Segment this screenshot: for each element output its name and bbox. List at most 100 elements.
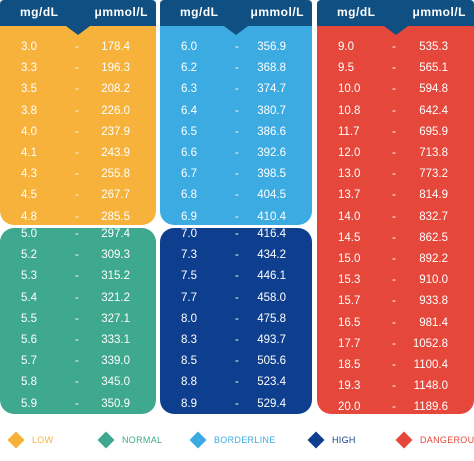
mgdl-value: 11.7: [338, 125, 360, 138]
mgdl-value: 6.3: [181, 83, 197, 96]
mgdl-value: 5.5: [21, 312, 37, 325]
separator-dash: -: [235, 41, 239, 53]
range-block-dangerous: [317, 26, 474, 414]
umol-value: 1148.0: [413, 380, 448, 393]
separator-dash: -: [235, 376, 239, 389]
umol-value: 196.3: [101, 62, 130, 75]
umol-value: 243.9: [101, 147, 130, 159]
table-row: 5.4 - 321.2: [0, 291, 156, 309]
diamond-icon: [97, 431, 115, 449]
table-row: 4.1 - 243.9: [0, 146, 156, 164]
mgdl-value: 5.7: [21, 355, 37, 368]
table-row: 10.8 - 642.4: [317, 104, 474, 122]
table-row: 3.8 - 226.0: [0, 104, 156, 122]
header-notch: [66, 26, 90, 35]
separator-dash: -: [235, 270, 239, 283]
umol-value: 493.7: [257, 334, 286, 346]
mgdl-value: 14.0: [338, 210, 361, 223]
separator-dash: -: [392, 231, 396, 244]
header-notch: [383, 26, 408, 35]
separator-dash: -: [392, 83, 396, 96]
table-row: 6.0 - 356.9: [160, 40, 312, 58]
umol-value: 356.9: [257, 41, 286, 53]
mgdl-value: 5.9: [21, 397, 37, 410]
mgdl-value: 6.6: [181, 147, 197, 159]
separator-dash: -: [392, 337, 396, 350]
separator-dash: -: [75, 334, 79, 346]
mgdl-value: 5.2: [21, 249, 37, 262]
separator-dash: -: [392, 125, 396, 138]
mgdl-value: 3.0: [21, 41, 37, 53]
mgdl-value: 6.7: [181, 168, 197, 181]
range-block-normal: [0, 228, 156, 414]
umol-value: 892.2: [419, 253, 448, 265]
separator-dash: -: [235, 62, 239, 75]
separator-dash: -: [235, 83, 239, 96]
table-row: 15.0 - 892.2: [317, 252, 474, 270]
mgdl-value: 5.4: [21, 291, 37, 304]
table-row: 13.7 - 814.9: [317, 188, 474, 206]
table-row: 14.0 - 832.7: [317, 210, 474, 228]
table-row: 9.0 - 535.3: [317, 40, 474, 58]
separator-dash: -: [392, 210, 396, 223]
separator-dash: -: [75, 312, 79, 325]
separator-dash: -: [392, 104, 396, 117]
table-row: 4.3 - 255.8: [0, 167, 156, 185]
table-row: 18.5 - 1100.4: [317, 358, 474, 376]
table-row: 5.7 - 339.0: [0, 354, 156, 372]
umol-value: 523.4: [257, 376, 286, 389]
mgdl-value: 4.0: [21, 125, 37, 138]
umol-value: 178.4: [101, 41, 130, 53]
table-row: 4.0 - 237.9: [0, 125, 156, 143]
umol-value: 386.6: [257, 125, 286, 138]
mgdl-value: 17.7: [338, 337, 361, 350]
mgdl-value: 8.5: [181, 355, 197, 368]
legend-label: BORDERLINE: [214, 435, 276, 445]
umol-value: 315.2: [101, 270, 130, 283]
mgdl-value: 6.2: [181, 62, 197, 75]
legend: LOW NORMAL BORDERLINE HIGH DANGEROUS: [0, 431, 474, 454]
separator-dash: -: [75, 189, 79, 202]
mgdl-value: 15.7: [338, 295, 361, 308]
mgdl-value: 7.5: [181, 270, 197, 283]
mgdl-value: 3.5: [21, 83, 37, 96]
umol-value: 321.2: [101, 291, 130, 304]
separator-dash: -: [392, 359, 396, 371]
umol-value: 297.4: [101, 228, 130, 240]
table-row: 6.4 - 380.7: [160, 104, 312, 122]
mgdl-value: 4.8: [21, 210, 37, 223]
umol-value: 410.4: [257, 210, 286, 223]
umol-value: 475.8: [257, 312, 286, 325]
table-row: 16.5 - 981.4: [317, 316, 474, 334]
umol-value: 862.5: [419, 231, 448, 244]
mgdl-value: 7.3: [181, 249, 197, 262]
table-row: 4.8 - 285.5: [0, 210, 156, 228]
legend-label: LOW: [32, 435, 54, 445]
umol-value: 713.8: [419, 147, 448, 159]
mgdl-value: 8.9: [181, 397, 197, 410]
separator-dash: -: [75, 125, 79, 138]
separator-dash: -: [75, 249, 79, 262]
diamond-icon: [307, 431, 325, 449]
mgdl-value: 7.7: [181, 291, 197, 304]
mgdl-value: 6.5: [181, 125, 197, 138]
umol-value: 933.8: [419, 295, 448, 308]
table-row: 8.8 - 523.4: [160, 375, 312, 393]
table-row: 3.3 - 196.3: [0, 61, 156, 79]
legend-label: HIGH: [332, 435, 356, 445]
umol-value: 594.8: [419, 83, 448, 96]
separator-dash: -: [75, 210, 79, 223]
mgdl-value: 13.7: [338, 189, 361, 202]
separator-dash: -: [235, 249, 239, 262]
separator-dash: -: [235, 228, 239, 240]
header-mgdl: mg/dL: [337, 5, 376, 19]
legend-label: DANGEROUS: [420, 435, 474, 445]
umol-value: 267.7: [101, 189, 130, 202]
separator-dash: -: [392, 62, 396, 75]
table-row: 6.2 - 368.8: [160, 61, 312, 79]
table-row: 6.5 - 386.6: [160, 125, 312, 143]
umol-value: 398.5: [257, 168, 286, 181]
mgdl-value: 3.3: [21, 62, 37, 75]
umol-value: 529.4: [257, 397, 286, 410]
mgdl-value: 8.3: [181, 334, 197, 346]
